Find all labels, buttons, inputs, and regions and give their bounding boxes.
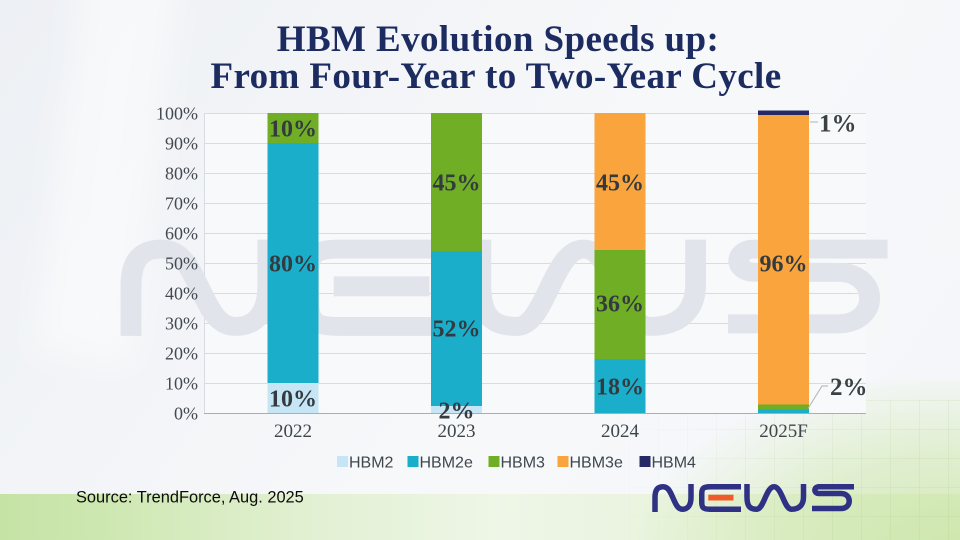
svg-text:40%: 40% <box>165 284 198 304</box>
svg-text:1%: 1% <box>819 111 857 138</box>
svg-text:2024: 2024 <box>601 421 640 442</box>
svg-text:HBM3: HBM3 <box>501 455 546 472</box>
svg-text:30%: 30% <box>165 314 198 334</box>
svg-text:96%: 96% <box>760 252 808 278</box>
svg-text:10%: 10% <box>269 387 317 413</box>
svg-text:HBM Evolution Speeds up:: HBM Evolution Speeds up: <box>277 19 719 60</box>
svg-text:10%: 10% <box>269 117 317 143</box>
svg-text:2025F: 2025F <box>759 421 808 442</box>
svg-text:90%: 90% <box>165 134 198 154</box>
svg-text:10%: 10% <box>165 374 198 394</box>
svg-text:100%: 100% <box>156 104 198 124</box>
svg-text:52%: 52% <box>433 317 481 343</box>
svg-text:50%: 50% <box>165 254 198 274</box>
svg-text:45%: 45% <box>433 171 481 197</box>
svg-text:HBM3e: HBM3e <box>570 455 623 472</box>
svg-text:Source: TrendForce, Aug. 2025: Source: TrendForce, Aug. 2025 <box>76 489 304 507</box>
svg-text:HBM2e: HBM2e <box>420 455 473 472</box>
svg-text:70%: 70% <box>165 194 198 214</box>
svg-text:80%: 80% <box>269 252 317 278</box>
svg-text:HBM2: HBM2 <box>349 455 394 472</box>
svg-text:2%: 2% <box>439 399 475 425</box>
svg-text:80%: 80% <box>165 164 198 184</box>
svg-text:20%: 20% <box>165 344 198 364</box>
svg-text:36%: 36% <box>596 292 644 318</box>
svg-text:2022: 2022 <box>274 421 312 442</box>
svg-text:18%: 18% <box>596 375 644 401</box>
svg-text:From Four-Year to Two-Year Cyc: From Four-Year to Two-Year Cycle <box>210 56 781 97</box>
svg-text:2023: 2023 <box>438 421 476 442</box>
svg-text:0%: 0% <box>174 404 198 424</box>
svg-text:45%: 45% <box>596 171 644 197</box>
svg-text:HBM4: HBM4 <box>652 455 697 472</box>
svg-text:60%: 60% <box>165 224 198 244</box>
svg-text:2%: 2% <box>830 374 868 401</box>
